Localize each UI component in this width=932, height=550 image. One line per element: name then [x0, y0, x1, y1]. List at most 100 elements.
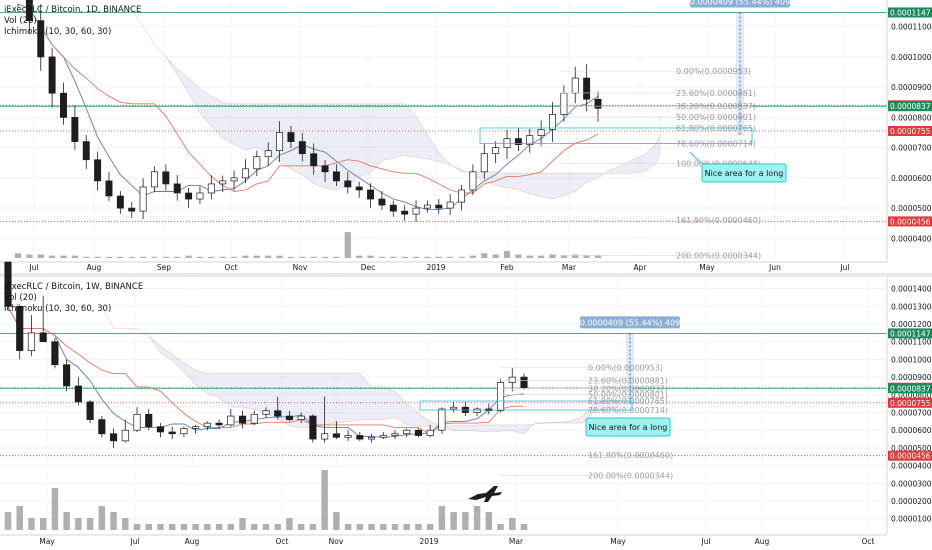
- price-tick: 0.0001100: [891, 23, 932, 32]
- volume-bar: [492, 254, 499, 258]
- price-tag-label: 0.0000456: [890, 452, 931, 461]
- candle-body: [133, 413, 141, 431]
- time-tick: May: [610, 537, 626, 546]
- volume-bar: [367, 255, 374, 258]
- daily-time-axis[interactable]: Jul Aug Sep Oct Nov Dec 2019 Feb Mar Apr May Jun Jul: [28, 263, 849, 272]
- price-tag-label: 0.0001147: [890, 329, 931, 338]
- volume-bar: [242, 255, 249, 258]
- measure-label-box: [580, 316, 680, 329]
- volume-bar: [157, 524, 164, 530]
- price-tick: 0.0001200: [891, 320, 932, 329]
- candle-body: [227, 415, 235, 426]
- candle-body: [379, 435, 387, 438]
- candle-body: [520, 376, 528, 389]
- weekly-header: iExecRLC / Bitcoin, 1W, BINANCE Vol (20)…: [4, 282, 143, 314]
- weekly-candles: [4, 261, 528, 448]
- volume-bar: [344, 524, 352, 530]
- candle-body: [185, 192, 193, 200]
- volume-bar: [4, 512, 12, 530]
- weekly-price-axis[interactable]: 0.00014000.00013000.00012000.00011000.00…: [888, 285, 932, 524]
- candle-body: [253, 156, 261, 170]
- fib-level-label: 61.80%(0.0000765): [588, 397, 668, 406]
- candle-body: [526, 135, 534, 145]
- candle-body: [63, 364, 71, 387]
- weekly-note-text: Nice area for a long: [589, 423, 668, 432]
- candle-body: [435, 204, 443, 209]
- daily-chart-pane[interactable]: 0.00%(0.0000953) 23.60%(0.0000881) 38.20%(…: [0, 0, 932, 272]
- time-tick: Jul: [839, 263, 849, 272]
- candle-body: [86, 401, 94, 420]
- volume-bar: [51, 488, 59, 530]
- price-tick: 0.0001100: [891, 338, 932, 347]
- candle-body: [219, 180, 227, 185]
- fib-level-label: 0.00%(0.0000953): [676, 67, 751, 76]
- candle-body: [207, 183, 215, 194]
- candle-body: [473, 408, 481, 413]
- volume-bar: [253, 255, 260, 258]
- candle-body: [344, 435, 352, 438]
- fib-level-label: 161.80%(0.0000460): [676, 216, 761, 225]
- cloud-area: [120, 3, 661, 200]
- measure-label: 0.0000409 (55.44%) 409: [690, 0, 790, 6]
- volume-bar: [26, 254, 33, 258]
- price-tag-label: 0.0000837: [890, 102, 931, 111]
- volume-bar: [447, 256, 454, 258]
- pane-separator[interactable]: [0, 273, 932, 277]
- volume-bar: [299, 256, 306, 258]
- candle-body: [274, 410, 282, 417]
- candle-body: [156, 426, 165, 433]
- volume-bar: [549, 254, 556, 258]
- volume-bar: [151, 256, 158, 258]
- volume-bar: [287, 256, 295, 258]
- volume-bar: [356, 255, 363, 258]
- candle-body: [262, 410, 270, 415]
- candle-body: [496, 382, 505, 412]
- volume-bar: [515, 254, 522, 258]
- volume-bar: [75, 518, 82, 530]
- price-tick: 0.0000400: [891, 462, 932, 471]
- daily-price-axis[interactable]: 0.0001100 0.0001000 0.0000900 0.0000800 0.00…: [888, 7, 932, 243]
- daily-note-text: Nice area for a long: [705, 169, 784, 178]
- volume-bar: [481, 253, 488, 258]
- candle-body: [105, 180, 113, 197]
- volume-bar: [37, 254, 44, 258]
- candle-body: [297, 415, 305, 420]
- volume-bar: [162, 256, 169, 258]
- time-tick: Nov: [329, 537, 344, 546]
- volume-bar: [185, 255, 192, 258]
- weekly-time-axis[interactable]: May Jul Aug Oct Nov 2019 Mar May Jul Aug Oct: [39, 537, 874, 546]
- candle-body: [173, 183, 181, 194]
- candle-body: [508, 376, 516, 383]
- volume-bar: [450, 512, 457, 530]
- weekly-chart-pane[interactable]: 0.00%(0.0000953) 23.60%(0.0000881)38.20%(…: [0, 261, 932, 546]
- volume-bar: [526, 255, 533, 258]
- candle-body: [310, 153, 318, 167]
- candle-body: [426, 429, 434, 436]
- volume-bar: [63, 512, 70, 530]
- volume-bar: [83, 256, 90, 258]
- volume-bar: [424, 256, 431, 258]
- long-zone: [479, 127, 753, 144]
- volume-bar: [208, 256, 215, 258]
- candle-body: [537, 129, 545, 136]
- volume-bar: [594, 255, 602, 258]
- candle-body: [367, 189, 375, 200]
- candle-body: [298, 141, 306, 155]
- volume-bar: [133, 524, 141, 530]
- volume-bar: [403, 524, 410, 530]
- daily-header-ichimoku: Ichimoku (10, 30, 60, 30): [4, 27, 111, 37]
- fib-level-label: 200.00%(0.0000344): [676, 251, 761, 260]
- candle-body: [438, 408, 446, 431]
- volume-bar: [333, 256, 340, 258]
- fib-level-label: 38.20%(0.0000837): [676, 102, 756, 111]
- volume-bar: [86, 518, 94, 530]
- volume-bar: [368, 524, 375, 530]
- candle-body: [51, 341, 59, 366]
- fib-level-label: 23.60%(0.0000881): [676, 89, 756, 98]
- candle-body: [238, 415, 247, 424]
- time-tick: Apr: [634, 263, 648, 272]
- candle-body: [192, 426, 200, 429]
- volume-bar: [180, 524, 188, 530]
- volume-bar: [122, 518, 129, 530]
